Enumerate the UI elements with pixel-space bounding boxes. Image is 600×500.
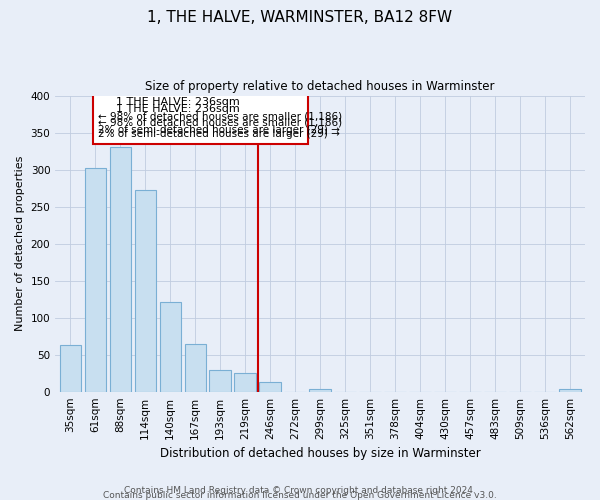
Bar	[110, 148, 131, 392]
Text: Contains HM Land Registry data © Crown copyright and database right 2024.: Contains HM Land Registry data © Crown c…	[124, 486, 476, 495]
Text: 1 THE HALVE: 236sqm: 1 THE HALVE: 236sqm	[116, 104, 239, 115]
Y-axis label: Number of detached properties: Number of detached properties	[15, 156, 25, 332]
Bar	[235, 373, 256, 392]
Bar	[160, 302, 181, 392]
Text: ← 98% of detached houses are smaller (1,186): ← 98% of detached houses are smaller (1,…	[98, 112, 342, 122]
Bar	[259, 382, 281, 392]
Text: 2% of semi-detached houses are larger (29) →: 2% of semi-detached houses are larger (2…	[98, 129, 340, 139]
Text: 1 THE HALVE: 236sqm: 1 THE HALVE: 236sqm	[116, 97, 239, 107]
Bar	[134, 190, 156, 392]
Bar	[59, 345, 81, 392]
Bar	[85, 168, 106, 392]
Title: Size of property relative to detached houses in Warminster: Size of property relative to detached ho…	[145, 80, 495, 93]
Text: 1, THE HALVE, WARMINSTER, BA12 8FW: 1, THE HALVE, WARMINSTER, BA12 8FW	[148, 10, 452, 25]
Bar	[310, 388, 331, 392]
Bar	[185, 344, 206, 392]
Text: 2% of semi-detached houses are larger (29) →: 2% of semi-detached houses are larger (2…	[98, 125, 340, 135]
Text: ← 98% of detached houses are smaller (1,186): ← 98% of detached houses are smaller (1,…	[98, 118, 342, 128]
X-axis label: Distribution of detached houses by size in Warminster: Distribution of detached houses by size …	[160, 447, 481, 460]
Bar	[559, 390, 581, 392]
Text: Contains public sector information licensed under the Open Government Licence v3: Contains public sector information licen…	[103, 491, 497, 500]
FancyBboxPatch shape	[92, 94, 308, 144]
Bar	[209, 370, 231, 392]
